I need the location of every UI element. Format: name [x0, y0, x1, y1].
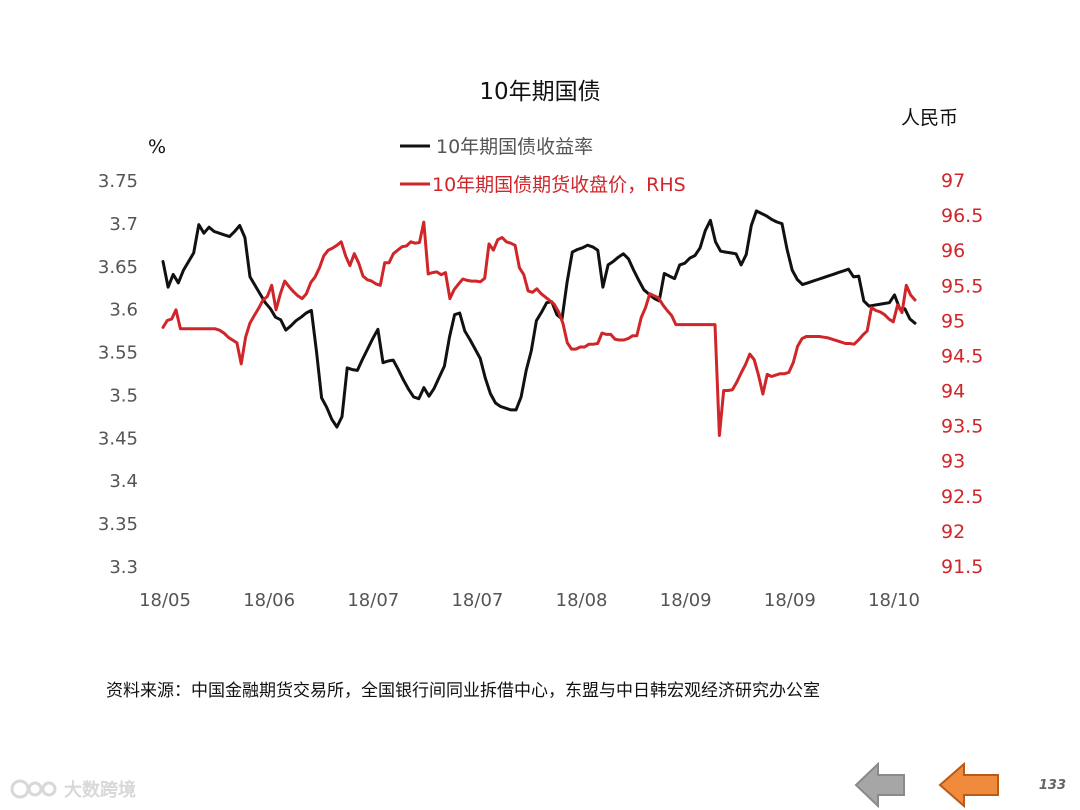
previous-arrow-icon [938, 762, 999, 808]
right-tick-label: 93 [941, 451, 965, 473]
right-tick-label: 94.5 [941, 345, 983, 367]
x-tick-label: 18/07 [451, 590, 503, 611]
previous-arrow-button[interactable] [938, 762, 1000, 808]
right-tick-label: 95.5 [941, 275, 983, 297]
right-axis-unit: 人民币 [901, 107, 958, 129]
left-axis-unit: % [148, 136, 166, 158]
left-tick-label: 3.75 [98, 171, 138, 192]
x-tick-label: 18/10 [868, 590, 920, 611]
series-line-yield [161, 209, 917, 429]
left-tick-label: 3.4 [109, 471, 138, 492]
x-tick-label: 18/07 [347, 590, 399, 611]
right-tick-label: 92.5 [941, 486, 983, 508]
x-tick-label: 18/09 [764, 590, 816, 611]
left-tick-label: 3.35 [98, 514, 138, 535]
left-axis-ticks: 3.75 3.7 3.65 3.6 3.55 3.5 3.45 3.4 3.35 3.3 [98, 171, 138, 578]
series-layer [161, 209, 917, 437]
left-tick-label: 3.6 [109, 300, 138, 321]
x-tick-label: 18/06 [243, 590, 295, 611]
left-tick-label: 3.45 [98, 428, 138, 449]
watermark-logo-icon [10, 779, 57, 799]
x-tick-label: 18/09 [660, 590, 712, 611]
right-tick-label: 96.5 [941, 205, 983, 227]
watermark: 大数跨境 [10, 776, 136, 802]
x-tick-label: 18/05 [139, 590, 191, 611]
legend-label-yield: 10年期国债收益率 [436, 136, 593, 158]
left-tick-label: 3.5 [109, 385, 138, 406]
left-tick-label: 3.7 [109, 214, 138, 235]
right-tick-label: 93.5 [941, 416, 983, 438]
chart: 10年期国债 % 人民币 10年期国债收益率 10年期国债期货收盘价，RHS 3… [98, 79, 983, 611]
right-tick-label: 97 [941, 170, 965, 192]
watermark-text: 大数跨境 [64, 780, 136, 801]
right-tick-label: 91.5 [941, 556, 983, 578]
page-number: 133 [1038, 778, 1066, 793]
left-tick-label: 3.55 [98, 343, 138, 364]
back-arrow-icon [854, 762, 905, 808]
right-tick-label: 92 [941, 521, 965, 543]
series-line-futures [161, 220, 917, 437]
right-tick-label: 96 [941, 240, 965, 262]
chart-title: 10年期国债 [479, 79, 600, 105]
left-tick-label: 3.65 [98, 257, 138, 278]
right-tick-label: 94 [941, 381, 965, 403]
legend: 10年期国债收益率 10年期国债期货收盘价，RHS [400, 136, 686, 196]
x-tick-label: 18/08 [556, 590, 608, 611]
legend-label-futures: 10年期国债期货收盘价，RHS [432, 174, 686, 196]
x-axis-ticks: 18/05 18/06 18/07 18/07 18/08 18/09 18/09 18/10 [139, 590, 920, 611]
right-axis-ticks: 97 96.5 96 95.5 95 94.5 94 93.5 93 92.5 92 91.5 [941, 170, 983, 578]
source-note: 资料来源：中国金融期货交易所，全国银行间同业拆借中心，东盟与中日韩宏观经济研究办… [106, 681, 820, 701]
left-tick-label: 3.3 [109, 557, 138, 578]
back-arrow-button[interactable] [854, 762, 906, 808]
right-tick-label: 95 [941, 310, 965, 332]
